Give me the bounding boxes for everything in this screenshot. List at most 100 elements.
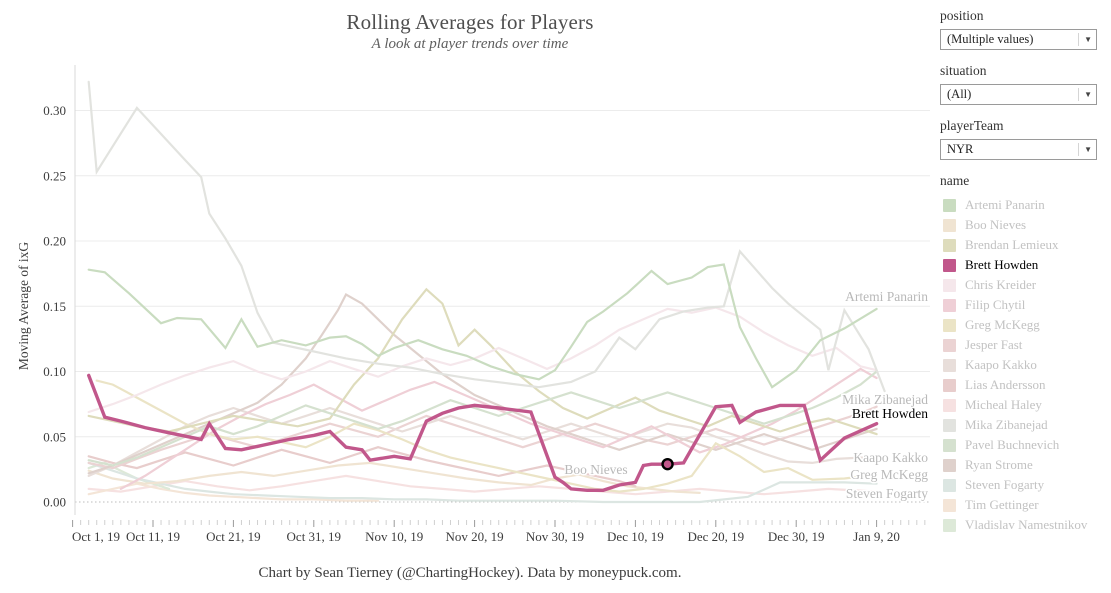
legend-item-brendan-lemieux[interactable]: Brendan Lemieux [940, 235, 1105, 255]
legend-label: Lias Andersson [965, 377, 1046, 392]
legend-label: Kaapo Kakko [965, 357, 1037, 372]
line-label-artemi-panarin: Artemi Panarin [845, 289, 928, 304]
legend-swatch [943, 478, 956, 492]
x-tick-label: Jan 9, 20 [853, 529, 900, 544]
legend-label: Filip Chytil [965, 297, 1026, 312]
legend-item-tim-gettinger[interactable]: Tim Gettinger [940, 495, 1105, 515]
legend-label: Pavel Buchnevich [965, 437, 1060, 452]
legend-item-vladislav-namestnikov[interactable]: Vladislav Namestnikov [940, 515, 1105, 535]
legend-item-micheal-haley[interactable]: Micheal Haley [940, 395, 1105, 415]
legend-label: Boo Nieves [965, 217, 1027, 232]
legend-swatch [943, 398, 956, 412]
line-mika-zibanejad[interactable] [87, 80, 886, 393]
y-tick-label: 0.00 [43, 495, 66, 510]
legend-item-brett-howden[interactable]: Brett Howden [940, 255, 1105, 275]
legend-swatch [943, 198, 956, 212]
legend-label: Chris Kreider [965, 277, 1037, 292]
x-tick-label: Oct 31, 19 [287, 529, 342, 544]
rolling-averages-line-chart[interactable]: 0.30 0.25 0.20 0.15 0.10 0.05 0.00 Moving Avera… [0, 0, 940, 560]
line-micheal-haley[interactable] [87, 474, 878, 496]
legend-item-ryan-strome[interactable]: Ryan Strome [940, 455, 1105, 475]
legend-swatch [943, 498, 956, 512]
line-kaapo-kakko[interactable] [87, 406, 878, 477]
legend-item-artemi-panarin[interactable]: Artemi Panarin [940, 195, 1105, 215]
legend-item-steven-fogarty[interactable]: Steven Fogarty [940, 475, 1105, 495]
dropdown-value: NYR [947, 142, 974, 156]
line-artemi-panarin[interactable] [87, 263, 878, 389]
filter-legend-panel: position (Multiple values) ▼ situation (All)… [940, 8, 1105, 535]
line-label-mika-zibanejad: Mika Zibanejad [842, 392, 928, 407]
legend-label: Brendan Lemieux [965, 237, 1059, 252]
legend-swatch [943, 318, 956, 332]
legend-item-chris-kreider[interactable]: Chris Kreider [940, 275, 1105, 295]
legend-item-lias-andersson[interactable]: Lias Andersson [940, 375, 1105, 395]
legend-item-pavel-buchnevich[interactable]: Pavel Buchnevich [940, 435, 1105, 455]
selected-point-marker[interactable] [661, 457, 674, 471]
line-brendan-lemieux[interactable] [87, 287, 878, 436]
legend-swatch [943, 378, 956, 392]
legend-label: Mika Zibanejad [965, 417, 1048, 432]
legend-swatch [943, 458, 956, 472]
x-tick-label: Dec 10, 19 [607, 529, 664, 544]
legend-swatch [943, 298, 956, 312]
x-tick-label: Nov 30, 19 [526, 529, 584, 544]
y-tick-label: 0.30 [43, 103, 66, 118]
legend-swatch [943, 258, 956, 272]
y-tick-label: 0.25 [43, 168, 66, 183]
legend-item-kaapo-kakko[interactable]: Kaapo Kakko [940, 355, 1105, 375]
chevron-down-icon: ▼ [1078, 143, 1092, 156]
legend-label: Brett Howden [965, 257, 1039, 272]
legend-label: Ryan Strome [965, 457, 1033, 472]
legend-swatch [943, 218, 956, 232]
line-brett-howden[interactable] [86, 373, 879, 492]
line-label-greg-mckegg: Greg McKegg [850, 467, 928, 482]
chart-header: Rolling Averages for Players A look at p… [0, 10, 940, 53]
filter-label-position: position [940, 8, 984, 23]
y-tick-label: 0.15 [43, 299, 66, 314]
x-tick-label: Dec 20, 19 [687, 529, 744, 544]
legend-item-greg-mckegg[interactable]: Greg McKegg [940, 315, 1105, 335]
legend-item-jesper-fast[interactable]: Jesper Fast [940, 335, 1105, 355]
legend-label: Artemi Panarin [965, 197, 1045, 212]
legend-title: name [940, 173, 970, 188]
legend-swatch [943, 238, 956, 252]
line-ryan-strome[interactable] [87, 292, 878, 475]
position-dropdown[interactable]: (Multiple values) ▼ [940, 29, 1097, 50]
line-steven-fogarty[interactable] [87, 461, 878, 504]
line-label-boo-nieves: Boo Nieves [564, 462, 627, 477]
legend-label: Tim Gettinger [965, 497, 1039, 512]
dropdown-value: (All) [947, 87, 972, 101]
dropdown-value: (Multiple values) [947, 32, 1034, 46]
legend-item-boo-nieves[interactable]: Boo Nieves [940, 215, 1105, 235]
situation-dropdown[interactable]: (All) ▼ [940, 84, 1097, 105]
x-tick-label: Nov 20, 19 [446, 529, 504, 544]
x-tick-label: Dec 30, 19 [768, 529, 825, 544]
filters: position (Multiple values) ▼ situation (All)… [940, 8, 1105, 160]
y-tick-label: 0.05 [43, 429, 66, 444]
legend-item-mika-zibanejad[interactable]: Mika Zibanejad [940, 415, 1105, 435]
legend-swatch [943, 438, 956, 452]
x-tick-label: Oct 21, 19 [206, 529, 261, 544]
page-title: Rolling Averages for Players [346, 10, 594, 34]
chevron-down-icon: ▼ [1078, 88, 1092, 101]
filter-label-situation: situation [940, 63, 987, 78]
chart-credit: Chart by Sean Tierney (@ChartingHockey).… [258, 565, 682, 581]
line-boo-nieves[interactable] [87, 461, 701, 494]
legend-label: Jesper Fast [965, 337, 1023, 352]
playerteam-dropdown[interactable]: NYR ▼ [940, 139, 1097, 160]
line-pavel-buchnevich[interactable] [87, 370, 878, 467]
legend-swatch [943, 358, 956, 372]
legend-label: Vladislav Namestnikov [965, 517, 1088, 532]
legend-item-filip-chytil[interactable]: Filip Chytil [940, 295, 1105, 315]
line-tim-gettinger[interactable] [87, 482, 380, 502]
line-chris-kreider[interactable] [87, 306, 878, 414]
legend-swatch [943, 418, 956, 432]
y-tick-label: 0.20 [43, 234, 66, 249]
legend-swatch [943, 518, 956, 532]
y-axis-title: Moving Average of ixG [16, 242, 31, 371]
x-tick-label: Nov 10, 19 [365, 529, 423, 544]
y-tick-label: 0.10 [43, 364, 66, 379]
legend-swatch [943, 278, 956, 292]
legend-label: Steven Fogarty [965, 477, 1045, 492]
page-subtitle: A look at player trends over time [371, 36, 569, 52]
